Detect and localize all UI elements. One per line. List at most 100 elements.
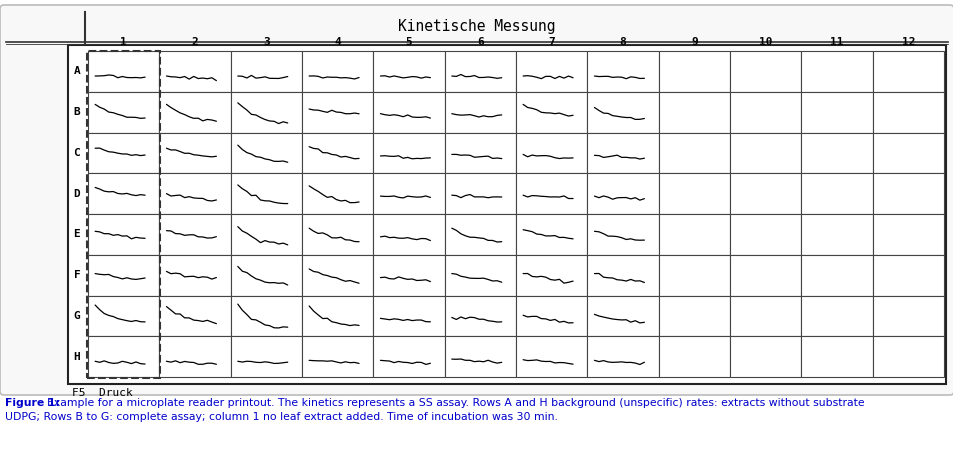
- Bar: [872, 133, 943, 173]
- Text: 2: 2: [192, 37, 198, 47]
- Bar: [444, 51, 516, 92]
- Bar: [658, 336, 729, 377]
- Bar: [658, 173, 729, 214]
- Bar: [444, 92, 516, 133]
- Bar: [729, 296, 801, 336]
- Bar: [302, 296, 373, 336]
- Bar: [872, 214, 943, 255]
- Bar: [516, 51, 587, 92]
- Text: Figure 1:: Figure 1:: [5, 398, 64, 408]
- Text: H: H: [73, 352, 80, 362]
- Bar: [88, 296, 159, 336]
- Bar: [88, 214, 159, 255]
- Text: D: D: [73, 189, 80, 199]
- Bar: [729, 133, 801, 173]
- Bar: [302, 214, 373, 255]
- Bar: [302, 255, 373, 296]
- Text: Example for a microplate reader printout. The kinetics represents a SS assay. Ro: Example for a microplate reader printout…: [47, 398, 863, 408]
- Bar: [231, 92, 302, 133]
- Text: 10: 10: [759, 37, 772, 47]
- Bar: [729, 173, 801, 214]
- Bar: [302, 133, 373, 173]
- Text: 7: 7: [548, 37, 555, 47]
- Text: 5: 5: [405, 37, 412, 47]
- Bar: [231, 336, 302, 377]
- Text: A: A: [73, 67, 80, 76]
- Bar: [159, 92, 231, 133]
- Bar: [302, 173, 373, 214]
- Text: B: B: [73, 107, 80, 117]
- FancyBboxPatch shape: [0, 5, 953, 395]
- Text: 9: 9: [690, 37, 697, 47]
- Bar: [587, 173, 658, 214]
- Bar: [801, 92, 872, 133]
- Bar: [658, 255, 729, 296]
- Text: 12: 12: [901, 37, 914, 47]
- Bar: [801, 173, 872, 214]
- Bar: [587, 296, 658, 336]
- Bar: [444, 336, 516, 377]
- Text: 11: 11: [829, 37, 842, 47]
- Bar: [373, 296, 444, 336]
- Bar: [587, 255, 658, 296]
- Text: 4: 4: [334, 37, 340, 47]
- Bar: [373, 255, 444, 296]
- Bar: [872, 173, 943, 214]
- Bar: [159, 214, 231, 255]
- Text: 6: 6: [476, 37, 483, 47]
- Text: Kinetische Messung: Kinetische Messung: [397, 19, 556, 34]
- Bar: [516, 255, 587, 296]
- Bar: [159, 296, 231, 336]
- Bar: [658, 296, 729, 336]
- Bar: [587, 214, 658, 255]
- Bar: [231, 214, 302, 255]
- Bar: [729, 336, 801, 377]
- Bar: [373, 336, 444, 377]
- Bar: [516, 214, 587, 255]
- Text: F5  Druck: F5 Druck: [71, 388, 132, 398]
- Bar: [516, 296, 587, 336]
- Text: 8: 8: [619, 37, 626, 47]
- Bar: [658, 133, 729, 173]
- Text: C: C: [73, 148, 80, 158]
- Bar: [159, 173, 231, 214]
- Bar: [444, 133, 516, 173]
- Bar: [159, 336, 231, 377]
- Bar: [302, 51, 373, 92]
- Bar: [88, 336, 159, 377]
- Bar: [231, 296, 302, 336]
- Bar: [302, 92, 373, 133]
- Bar: [444, 173, 516, 214]
- Bar: [729, 255, 801, 296]
- Bar: [872, 255, 943, 296]
- Bar: [872, 51, 943, 92]
- Bar: [444, 296, 516, 336]
- Bar: [729, 51, 801, 92]
- Bar: [872, 296, 943, 336]
- Bar: [658, 214, 729, 255]
- Bar: [68, 45, 945, 384]
- Bar: [729, 214, 801, 255]
- Bar: [801, 51, 872, 92]
- Text: E: E: [73, 230, 80, 240]
- Bar: [516, 133, 587, 173]
- Bar: [872, 92, 943, 133]
- Bar: [88, 50, 160, 377]
- Bar: [587, 133, 658, 173]
- Bar: [801, 133, 872, 173]
- Bar: [88, 173, 159, 214]
- Bar: [6, 13, 947, 41]
- Bar: [231, 51, 302, 92]
- Bar: [88, 255, 159, 296]
- Bar: [516, 336, 587, 377]
- Bar: [658, 51, 729, 92]
- Bar: [587, 92, 658, 133]
- Text: 1: 1: [120, 37, 127, 47]
- Bar: [373, 173, 444, 214]
- Bar: [729, 92, 801, 133]
- Bar: [658, 92, 729, 133]
- Bar: [516, 173, 587, 214]
- Bar: [587, 51, 658, 92]
- Text: UDPG; Rows B to G: complete assay; column 1 no leaf extract added. Time of incub: UDPG; Rows B to G: complete assay; colum…: [5, 412, 558, 422]
- Bar: [801, 214, 872, 255]
